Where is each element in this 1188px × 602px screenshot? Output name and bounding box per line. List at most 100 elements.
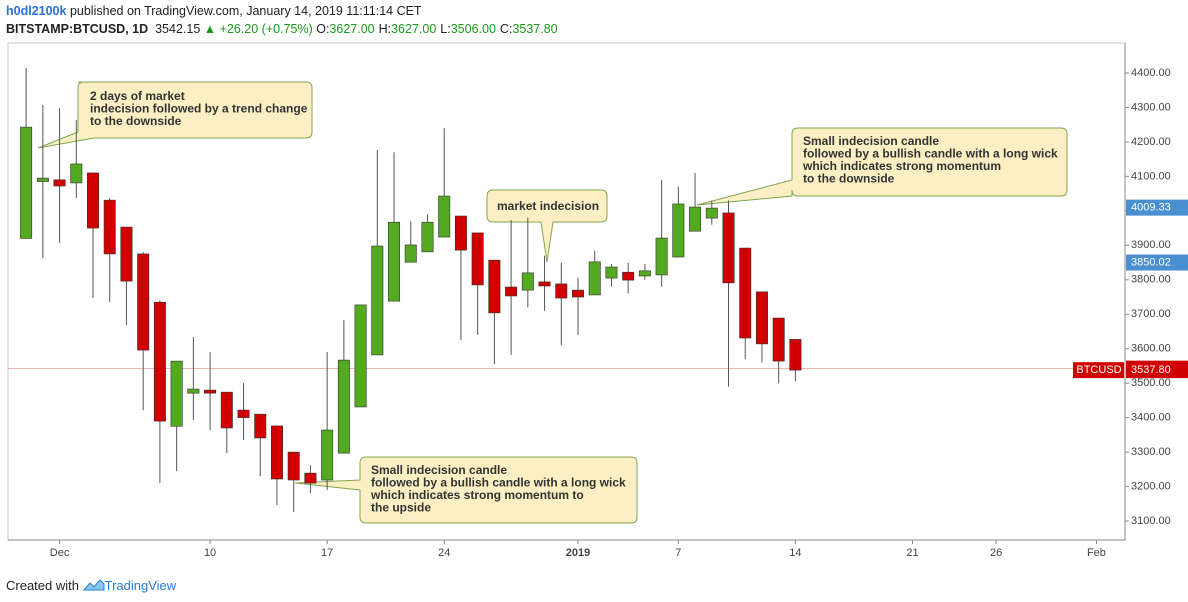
candle-body xyxy=(337,359,350,454)
author[interactable]: h0dl2100k xyxy=(6,4,67,18)
candle-body xyxy=(755,291,768,345)
candle-body xyxy=(153,301,166,422)
y-tick-label: 3700.00 xyxy=(1131,308,1171,320)
candle-body xyxy=(521,272,534,291)
candle-body xyxy=(572,289,584,298)
y-tick-label: 3800.00 xyxy=(1131,274,1171,286)
price-marker-label: 4009.33 xyxy=(1131,202,1171,214)
symbol-marker-label: BTCUSD xyxy=(1076,364,1121,376)
candle-body xyxy=(488,259,501,314)
price-marker xyxy=(1126,254,1188,271)
candle-body xyxy=(471,232,484,286)
ohlc-label: L: xyxy=(440,22,451,36)
annotation-text: which indicates strong momentum to xyxy=(370,488,584,502)
candle-body xyxy=(672,203,685,258)
annotation-text: followed by a bullish candle with a long… xyxy=(371,476,626,490)
candle-body xyxy=(254,413,267,439)
x-tick-label: 17 xyxy=(321,547,333,559)
x-tick-label: Feb xyxy=(1087,547,1106,559)
candle-body xyxy=(270,425,283,480)
y-tick-label: 4300.00 xyxy=(1131,101,1171,113)
footer-text: Created with xyxy=(6,578,79,593)
callout: market indecision xyxy=(486,189,608,263)
y-tick-label: 4100.00 xyxy=(1131,170,1171,182)
annotation-text: market indecision xyxy=(497,199,599,213)
ohlc: O:3627.00 H:3627.00 L:3506.00 C:3537.80 xyxy=(316,22,561,36)
price-marker xyxy=(1126,199,1188,216)
ohlc-label: O: xyxy=(316,22,330,36)
candle-body xyxy=(722,212,735,284)
annotation-text: 2 days of market xyxy=(90,89,185,103)
x-tick-label: Dec xyxy=(50,547,70,559)
candle-body xyxy=(588,261,601,296)
x-tick-label: 26 xyxy=(990,547,1002,559)
annotation-text: indecision followed by a trend change xyxy=(90,102,308,116)
candle-body xyxy=(622,271,635,281)
candle-body xyxy=(739,247,752,339)
candle-body xyxy=(438,195,451,238)
ohlc-value: 3506.00 xyxy=(450,22,496,36)
ohlc-label: C: xyxy=(499,22,513,36)
candle-body xyxy=(103,199,116,255)
y-tick-label: 4400.00 xyxy=(1131,67,1171,79)
candle-body xyxy=(287,451,300,481)
y-tick-label: 3200.00 xyxy=(1131,480,1171,492)
candle-body xyxy=(20,126,33,239)
x-tick-label: 7 xyxy=(675,547,681,559)
candle-body xyxy=(404,244,417,263)
candle-body xyxy=(789,339,802,371)
candle-body xyxy=(187,388,200,394)
callout-box xyxy=(294,456,638,524)
x-tick-label: 21 xyxy=(906,547,918,559)
annotation-text: the upside xyxy=(371,500,431,514)
y-tick-label: 3300.00 xyxy=(1131,446,1171,458)
x-tick-label: 24 xyxy=(438,547,450,559)
header-line: BITSTAMP:BTCUSD, 1D 3542.15 ▲ +26.20 (+0… xyxy=(6,22,562,36)
y-tick-label: 3100.00 xyxy=(1131,515,1171,527)
logo-shape xyxy=(82,579,105,591)
y-tick-label: 3900.00 xyxy=(1131,239,1171,251)
annotation-text: which indicates strong momentum xyxy=(802,159,1001,173)
candle-body xyxy=(388,221,401,302)
candle-body xyxy=(505,286,518,297)
candle-body xyxy=(36,177,49,182)
candle-body xyxy=(137,253,150,351)
footer-brand[interactable]: TradingView xyxy=(104,578,177,593)
symbol-marker xyxy=(1073,362,1124,379)
candle-body xyxy=(689,206,702,232)
annotation-text: Small indecision candle xyxy=(371,463,507,477)
annotation-text: to the downside xyxy=(803,171,895,185)
candle-body xyxy=(638,270,651,277)
candle-body xyxy=(70,163,83,184)
ohlc-label: H: xyxy=(378,22,392,36)
callout-box xyxy=(696,127,1068,206)
header-line: h0dl2100k published on TradingView.com, … xyxy=(6,4,422,18)
ohlc-value: 3627.00 xyxy=(329,22,375,36)
price: 3542.15 xyxy=(155,22,201,36)
candle-body xyxy=(772,317,785,362)
candle-body xyxy=(371,245,384,356)
candle-body xyxy=(220,391,233,429)
candle-body xyxy=(354,304,367,408)
candle-body xyxy=(705,207,718,219)
symbol: BITSTAMP:BTCUSD, 1D xyxy=(6,22,149,36)
change: ▲ +26.20 (+0.75%) xyxy=(203,22,313,36)
y-tick-label: 3500.00 xyxy=(1131,377,1171,389)
candle-body xyxy=(120,226,133,282)
annotation-text: to the downside xyxy=(90,114,182,128)
candle-body xyxy=(538,281,551,287)
published: published on TradingView.com, January 14… xyxy=(69,4,422,18)
x-tick-label: 2019 xyxy=(566,547,590,559)
x-tick-label: 10 xyxy=(204,547,216,559)
footer: Created with TradingView xyxy=(6,576,176,593)
ohlc-value: 3537.80 xyxy=(512,22,558,36)
annotation-text: Small indecision candle xyxy=(803,134,939,148)
annotation-text: followed by a bullish candle with a long… xyxy=(803,147,1058,161)
y-tick-label: 3400.00 xyxy=(1131,412,1171,424)
candle-body xyxy=(237,409,250,418)
price-marker-label: 3850.02 xyxy=(1131,256,1171,268)
